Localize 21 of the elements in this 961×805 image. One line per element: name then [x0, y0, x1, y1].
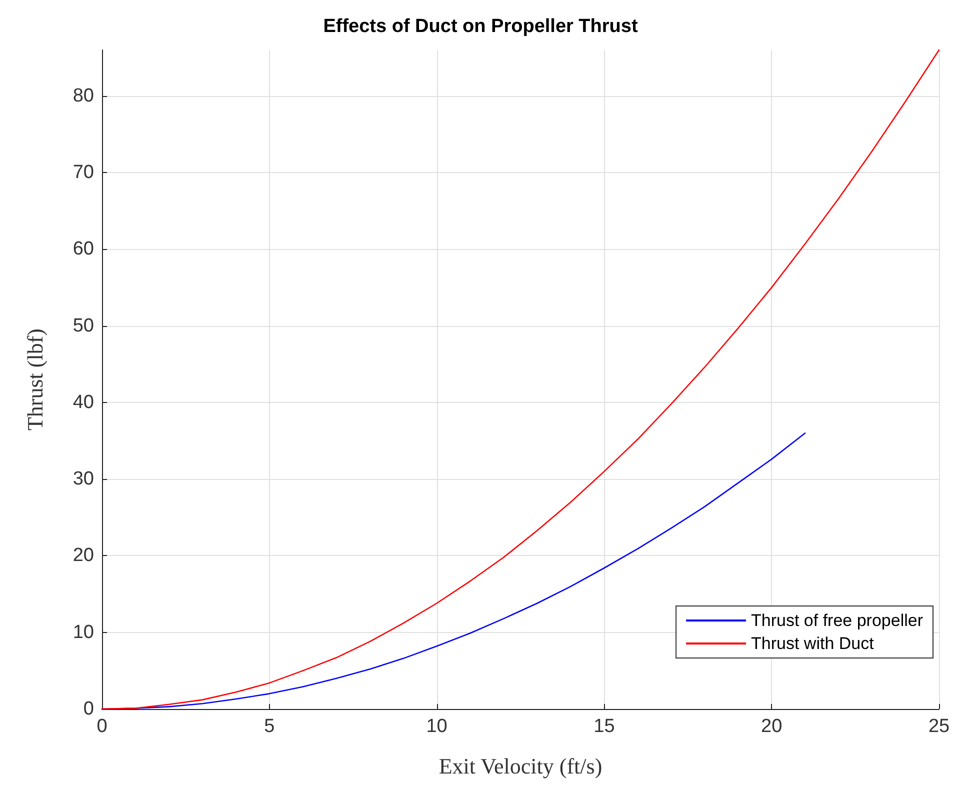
x-tick-label: 0 [96, 716, 108, 737]
y-tick-label: 20 [72, 545, 94, 566]
y-tick-label: 50 [72, 315, 94, 336]
x-tick-label: 5 [264, 716, 275, 737]
x-tick-label: 15 [594, 716, 615, 737]
x-axis-title: Exit Velocity (ft/s) [438, 754, 602, 778]
x-tick-label: 10 [426, 716, 448, 737]
y-axis-title: Thrust (lbf) [22, 328, 48, 431]
x-tick-label: 25 [928, 716, 950, 737]
y-tick-label: 60 [72, 238, 94, 260]
chart-title: Effects of Duct on Propeller Thrust [323, 16, 638, 37]
y-tick-label: 10 [72, 622, 94, 643]
legend-label: Thrust with Duct [751, 634, 874, 653]
line-series [101, 49, 940, 710]
y-tick-label: 80 [72, 85, 94, 106]
y-tick-label: 40 [72, 392, 94, 413]
x-tick-label: 20 [761, 716, 782, 737]
y-tick-label: 0 [83, 698, 94, 720]
y-tick-label: 30 [72, 468, 94, 490]
y-tick-label: 70 [72, 162, 94, 184]
legend-label: Thrust of free propeller [751, 611, 924, 630]
